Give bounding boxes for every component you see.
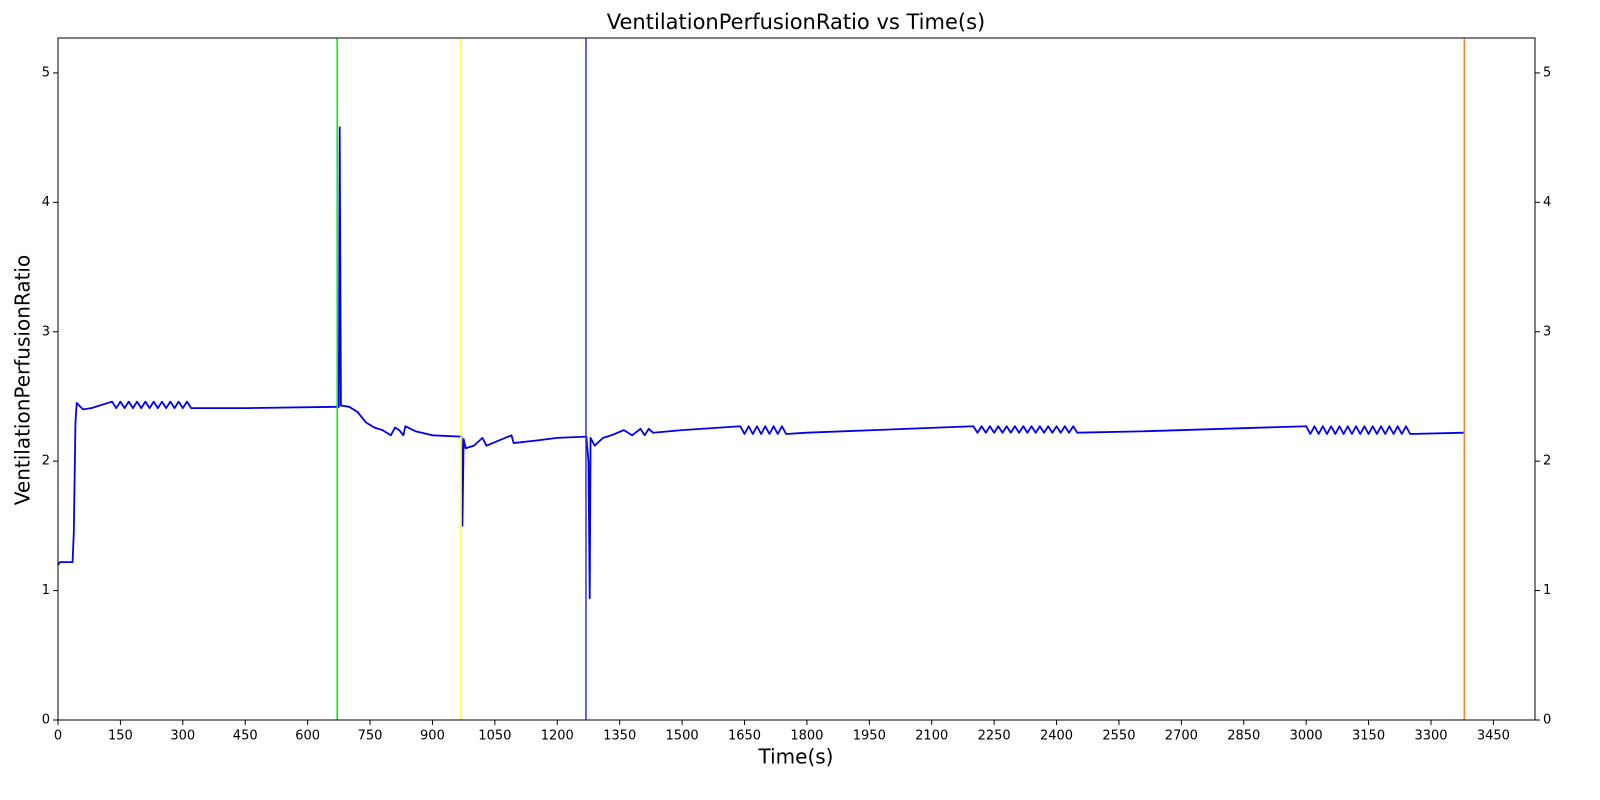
y-tick-label: 3	[42, 324, 50, 339]
y2-tick-label: 5	[1543, 65, 1551, 80]
x-tick-label: 450	[233, 729, 258, 744]
y2-tick-label: 4	[1543, 195, 1551, 210]
x-tick-label: 150	[108, 729, 133, 744]
x-tick-label: 2550	[1102, 729, 1135, 744]
x-axis-label: Time(s)	[758, 745, 834, 769]
x-tick-label: 600	[295, 729, 320, 744]
x-tick-label: 1500	[666, 729, 699, 744]
y-tick-label: 4	[42, 195, 50, 210]
x-tick-label: 0	[54, 729, 62, 744]
data-line	[57, 126, 1465, 600]
y-axis-label: VentilationPerfusionRatio	[11, 255, 35, 505]
x-tick-label: 1200	[541, 729, 574, 744]
x-tick-label: 3450	[1477, 729, 1510, 744]
x-tick-label: 750	[358, 729, 383, 744]
x-tick-label: 3300	[1414, 729, 1447, 744]
x-tick-label: 300	[170, 729, 195, 744]
x-tick-label: 900	[420, 729, 445, 744]
x-tick-label: 1350	[603, 729, 636, 744]
x-tick-label: 1650	[728, 729, 761, 744]
plot-frame	[57, 37, 1536, 721]
x-tick-label: 3000	[1290, 729, 1323, 744]
chart-title: VentilationPerfusionRatio vs Time(s)	[607, 10, 985, 34]
y-tick-label: 1	[42, 583, 50, 598]
x-tick-label: 2100	[915, 729, 948, 744]
y2-tick-label: 2	[1543, 454, 1551, 469]
y2-tick-label: 0	[1543, 713, 1551, 728]
y-tick-label: 5	[42, 65, 50, 80]
x-tick-label: 1050	[478, 729, 511, 744]
y2-tick-label: 3	[1543, 324, 1551, 339]
y-tick-label: 2	[42, 454, 50, 469]
x-tick-label: 2850	[1227, 729, 1260, 744]
x-tick-label: 3150	[1352, 729, 1385, 744]
y-tick-label: 0	[42, 713, 50, 728]
x-tick-label: 1800	[790, 729, 823, 744]
y2-tick-label: 1	[1543, 583, 1551, 598]
x-tick-label: 2700	[1165, 729, 1198, 744]
x-tick-label: 1950	[853, 729, 886, 744]
x-tick-label: 2250	[978, 729, 1011, 744]
x-tick-label: 2400	[1040, 729, 1073, 744]
